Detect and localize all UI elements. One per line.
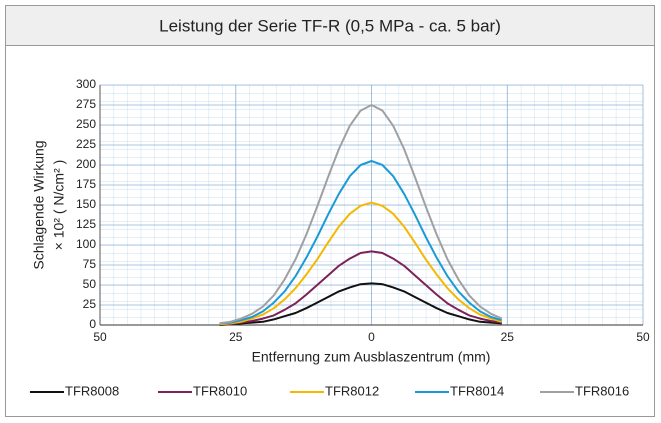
series-line [219,201,503,326]
y-tick-label: 50 [83,277,97,291]
legend-label: TFR8012 [325,383,379,398]
series-line [219,250,502,326]
x-axis-label: Entfernung zum Ausblaszentrum (mm) [252,349,491,365]
y-tick-label: 150 [76,197,96,211]
y-tick-label: 300 [76,77,96,91]
series-line [219,282,502,326]
y-tick-label: 125 [76,217,96,231]
x-tick-label: 25 [501,330,515,344]
y-tick-label: 250 [76,117,96,131]
y-tick-label: 25 [83,297,97,311]
series-line [219,160,503,325]
x-tick-label: 25 [229,330,243,344]
y-tick-label: 0 [89,317,96,331]
y-axis-label: Schlagende Wirkung [31,140,47,269]
legend-label: TFR8016 [575,383,629,398]
series-line [219,104,503,325]
legend-label: TFR8010 [193,383,247,398]
y-tick-label: 275 [76,97,96,111]
x-tick-label: 50 [636,330,650,344]
y-tick-label: 200 [76,157,96,171]
legend-label: TFR8008 [65,383,119,398]
x-tick-label: 50 [93,330,107,344]
y-axis-label: × 10² ( N/cm² ) [51,160,67,251]
y-tick-label: 100 [76,237,96,251]
chart-title: Leistung der Serie TF-R (0,5 MPa - ca. 5… [159,16,501,35]
x-tick-label: 0 [368,330,375,344]
y-tick-label: 75 [83,257,97,271]
header [5,5,655,46]
y-tick-label: 225 [76,137,96,151]
y-tick-label: 175 [76,177,96,191]
legend-label: TFR8014 [450,383,504,398]
